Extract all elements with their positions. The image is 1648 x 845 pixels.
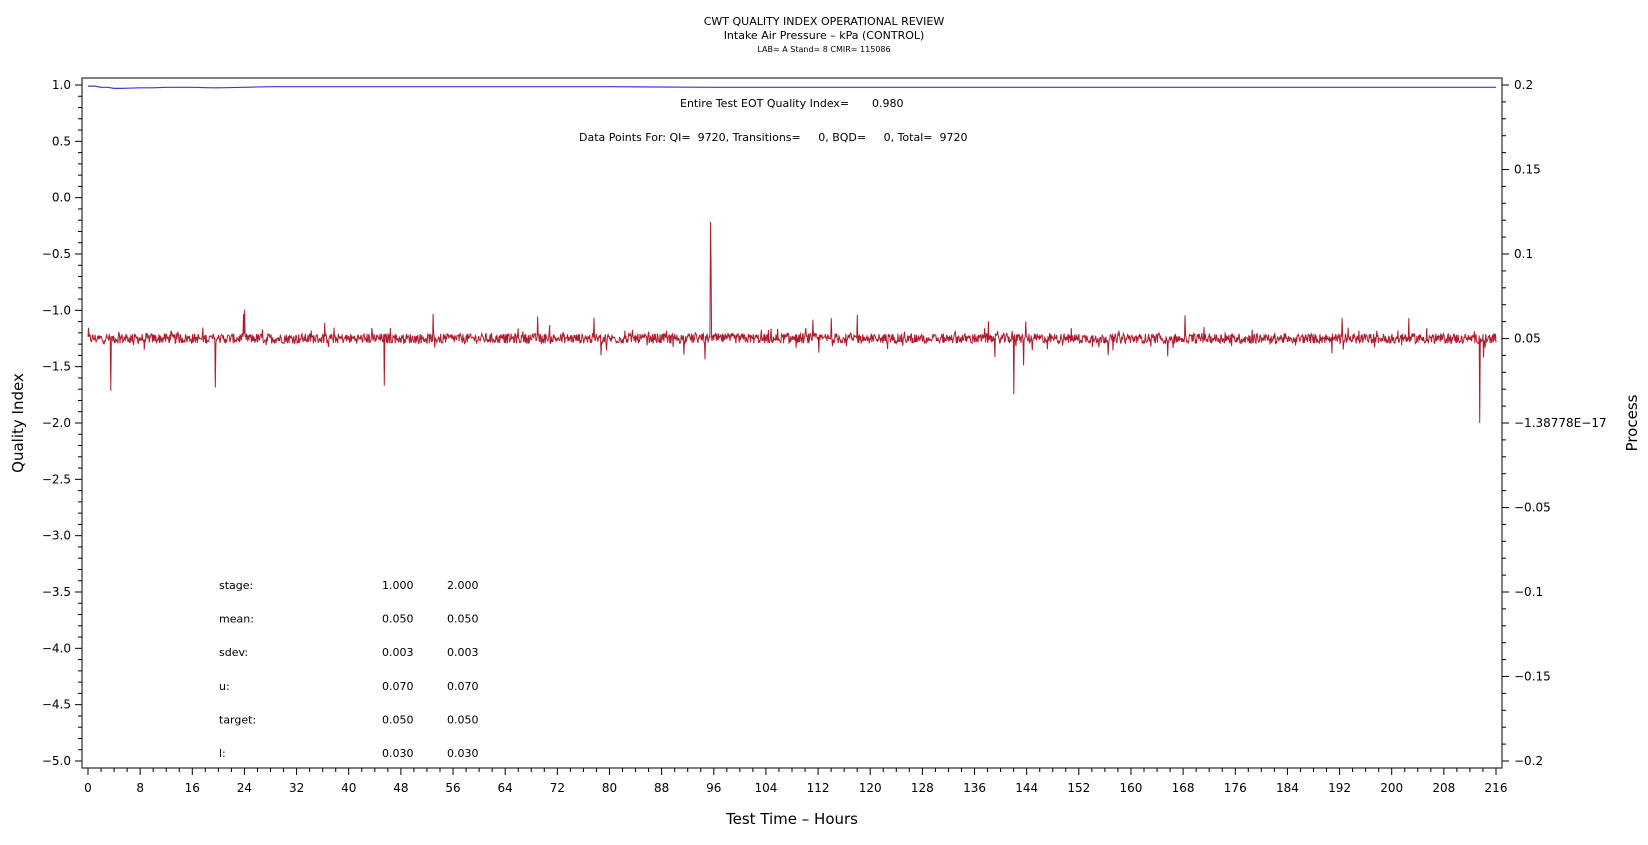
eot-quality-value: 0.980 — [872, 97, 904, 110]
stats-row-label: sdev: — [219, 646, 248, 659]
process-series-line — [87, 221, 1497, 424]
y2-tick-label: −0.1 — [1514, 585, 1543, 599]
x-tick-label: 32 — [289, 781, 304, 795]
y-tick-label: −4.0 — [42, 641, 71, 655]
stats-row-value-stage1: 0.070 — [382, 680, 414, 693]
stats-row-value-stage1: 0.030 — [382, 747, 414, 760]
x-tick-label: 184 — [1276, 781, 1299, 795]
stats-row-value-stage2: 2.000 — [447, 579, 479, 592]
series-layer — [87, 85, 1497, 424]
stats-row-value-stage1: 0.050 — [382, 713, 414, 726]
x-tick-label: 40 — [341, 781, 356, 795]
chart-subtitle-lab: LAB= A Stand= 8 CMIR= 115086 — [757, 45, 890, 54]
x-axis-label: Test Time – Hours — [725, 810, 858, 828]
x-tick-label: 168 — [1172, 781, 1195, 795]
stats-table: stage: 1.000 2.000 mean: 0.050 0.050 sdev: 0.00… — [219, 579, 479, 760]
stats-row-label: target: — [219, 713, 256, 726]
x-tick-label: 200 — [1380, 781, 1403, 795]
data-points-summary: Data Points For: QI= 9720, Transitions= … — [579, 131, 967, 144]
y-tick-label: −3.5 — [42, 585, 71, 599]
x-tick-label: 56 — [445, 781, 460, 795]
y-axis-left: 1.0 0.5 0.0 −0.5 −1.0 −1.5 −2.0 −2.5 −3.0 −3.5 −4.… — [42, 78, 82, 768]
y2-tick-label: 0.05 — [1514, 332, 1541, 346]
stats-row-value-stage2: 0.070 — [447, 680, 479, 693]
y2-tick-label: 0.2 — [1514, 78, 1533, 92]
stats-row-value-stage1: 1.000 — [382, 579, 414, 592]
x-tick-label: 64 — [498, 781, 513, 795]
y2-tick-label: 0.1 — [1514, 247, 1533, 261]
y2-tick-label: −1.38778E−17 — [1514, 416, 1607, 430]
x-tick-label: 112 — [807, 781, 830, 795]
x-tick-label: 160 — [1120, 781, 1143, 795]
y-tick-label: −1.5 — [42, 360, 71, 374]
x-tick-label: 72 — [550, 781, 565, 795]
x-tick-label: 208 — [1432, 781, 1455, 795]
y-tick-label: −5.0 — [42, 754, 71, 768]
y-axis-label: Quality Index — [9, 373, 27, 473]
x-tick-label: 216 — [1485, 781, 1508, 795]
x-tick-label: 128 — [911, 781, 934, 795]
x-axis: 0 8 16 24 32 40 48 56 64 72 80 88 96 104 112 120 128 136 1… — [84, 768, 1507, 795]
stats-row-label: l: — [219, 747, 226, 760]
y2-tick-label: 0.15 — [1514, 163, 1541, 177]
x-tick-label: 24 — [237, 781, 252, 795]
x-tick-label: 88 — [654, 781, 669, 795]
x-tick-label: 192 — [1328, 781, 1351, 795]
y-tick-label: −3.0 — [42, 529, 71, 543]
y-tick-label: −4.5 — [42, 698, 71, 712]
y-tick-label: 0.0 — [52, 191, 71, 205]
x-tick-label: 80 — [602, 781, 617, 795]
x-tick-label: 16 — [185, 781, 200, 795]
x-tick-label: 136 — [963, 781, 986, 795]
y2-tick-label: −0.15 — [1514, 670, 1551, 684]
y-tick-label: −1.0 — [42, 303, 71, 317]
y-tick-label: −2.0 — [42, 416, 71, 430]
x-tick-label: 96 — [706, 781, 721, 795]
y-tick-label: 1.0 — [52, 78, 71, 92]
stats-row-value-stage1: 0.003 — [382, 646, 414, 659]
chart-subtitle: Intake Air Pressure – kPa (CONTROL) — [724, 29, 925, 42]
stats-row-value-stage2: 0.050 — [447, 613, 479, 626]
stats-row-value-stage2: 0.030 — [447, 747, 479, 760]
x-tick-label: 0 — [84, 781, 92, 795]
y2-tick-label: −0.2 — [1514, 754, 1543, 768]
y-tick-label: 0.5 — [52, 134, 71, 148]
stats-row-label: mean: — [219, 613, 254, 626]
eot-quality-label: Entire Test EOT Quality Index= — [680, 97, 849, 110]
stats-row-value-stage1: 0.050 — [382, 613, 414, 626]
y-tick-label: −2.5 — [42, 472, 71, 486]
x-tick-label: 8 — [136, 781, 144, 795]
y2-tick-label: −0.05 — [1514, 501, 1551, 515]
plot-frame — [81, 77, 1503, 769]
y-tick-label: −0.5 — [42, 247, 71, 261]
x-tick-label: 120 — [859, 781, 882, 795]
chart-title: CWT QUALITY INDEX OPERATIONAL REVIEW — [704, 15, 945, 28]
quality-index-series-line — [88, 85, 1496, 89]
stats-row-value-stage2: 0.003 — [447, 646, 479, 659]
stats-row-label: u: — [219, 680, 230, 693]
x-tick-label: 144 — [1015, 781, 1038, 795]
y-axis-right: 0.2 0.15 0.1 0.05 −1.38778E−17 −0.05 −0.1 −0.15… — [1502, 78, 1607, 768]
x-tick-label: 104 — [754, 781, 777, 795]
x-tick-label: 48 — [393, 781, 408, 795]
x-tick-label: 176 — [1224, 781, 1247, 795]
x-tick-label: 152 — [1067, 781, 1090, 795]
stats-row-label: stage: — [219, 579, 253, 592]
y2-axis-label: Process — [1623, 394, 1641, 451]
stats-row-value-stage2: 0.050 — [447, 713, 479, 726]
